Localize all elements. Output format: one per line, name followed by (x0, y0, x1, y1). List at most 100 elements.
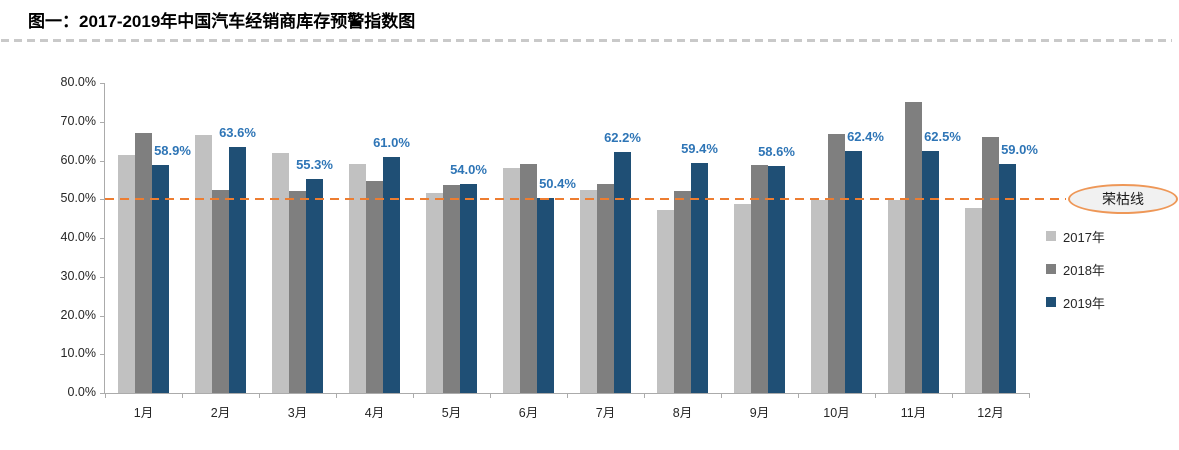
bar-2017年 (580, 189, 597, 393)
boom-bust-line-callout: 荣枯线 (1068, 184, 1178, 214)
legend-item-2018: 2018年 (1046, 262, 1105, 278)
x-axis-tick (413, 393, 414, 398)
bar-2019年: 54.0% (450, 162, 487, 393)
bar-2018年 (289, 191, 306, 393)
bar-group: 55.3% (259, 83, 336, 393)
legend-item-2019: 2019年 (1046, 295, 1105, 311)
bar-2017年 (965, 208, 982, 393)
y-axis-tick (100, 160, 105, 162)
bar-group: 61.0% (336, 83, 413, 393)
bar-2018年 (135, 132, 152, 393)
bar-2019年: 59.4% (681, 141, 718, 393)
x-axis-label: 3月 (287, 406, 308, 420)
y-axis-label: 10.0% (60, 346, 96, 361)
x-axis-label: 5月 (441, 406, 462, 420)
bar-group: 59.4% (644, 83, 721, 393)
x-axis-label: 11月 (900, 406, 927, 420)
bar-2018年 (520, 163, 537, 393)
reference-line (105, 198, 1066, 201)
bar-group: 50.4% (490, 83, 576, 393)
data-label: 50.4% (539, 175, 576, 191)
legend: 2017年 2018年 2019年 (1046, 229, 1105, 328)
legend-swatch-2018 (1046, 264, 1056, 274)
y-axis-label: 50.0% (60, 191, 96, 206)
data-label: 62.5% (924, 128, 961, 144)
legend-item-2017: 2017年 (1046, 229, 1105, 245)
bar-2018年 (212, 190, 229, 393)
x-axis-label: 4月 (364, 406, 385, 420)
bar-2018年 (443, 184, 460, 393)
bar-2019年: 62.5% (922, 129, 961, 393)
y-axis-label: 0.0% (67, 385, 97, 399)
y-axis-label: 30.0% (60, 268, 96, 283)
data-label: 55.3% (296, 156, 333, 172)
bar-group: 63.6% (182, 83, 259, 393)
y-axis-label: 60.0% (60, 152, 96, 167)
plot-area: 58.9% 1月 63.6% 2月 55.3% 3月 61.0% 4月 54.0% 5月 50.4%… (61, 75, 1066, 420)
x-axis-tick (875, 393, 876, 398)
bar-2017年 (811, 199, 828, 393)
bar-2018年 (674, 190, 691, 393)
bar-2017年 (734, 204, 751, 393)
y-axis-label: 40.0% (60, 230, 96, 244)
y-axis-tick (100, 199, 105, 201)
bar-2017年 (888, 200, 905, 393)
y-axis-tick (100, 354, 105, 356)
y-axis-label: 70.0% (60, 113, 96, 128)
bar-2018年 (366, 181, 383, 393)
y-axis-label: 80.0% (60, 75, 96, 89)
bar-2019年: 58.6% (758, 144, 795, 393)
bar-group: 54.0% (413, 83, 490, 393)
y-axis-tick (100, 83, 105, 84)
x-axis-tick (567, 393, 568, 398)
x-axis-tick (105, 393, 106, 398)
x-axis-label: 1月 (133, 406, 154, 420)
bar-2018年 (751, 164, 768, 393)
y-axis-label: 20.0% (60, 307, 96, 322)
bar-2019年: 62.2% (604, 130, 641, 393)
data-label: 58.6% (758, 143, 795, 159)
x-axis-label: 7月 (595, 406, 616, 420)
x-axis-tick (721, 393, 722, 398)
bar-group: 59.0% (952, 83, 1038, 393)
x-axis-tick (490, 393, 491, 398)
bar-group: 62.2% (567, 83, 644, 393)
bar-group: 62.4% (798, 83, 884, 393)
bar-2018年 (982, 136, 999, 393)
x-axis-tick (1029, 393, 1030, 398)
bar-2017年 (349, 164, 366, 393)
figure-title: 图一：2017-2019年中国汽车经销商库存预警指数图 (28, 12, 416, 31)
bar-2019年: 50.4% (537, 176, 576, 393)
y-axis-tick (100, 238, 105, 239)
bar-2018年 (597, 184, 614, 393)
legend-label-2017: 2017年 (1063, 229, 1105, 245)
x-axis-tick (798, 393, 799, 398)
bar-2017年 (426, 192, 443, 393)
x-axis-tick (259, 393, 260, 398)
boom-bust-line-label: 荣枯线 (1102, 191, 1144, 207)
bar-group: 58.6% (721, 83, 798, 393)
bar-2017年 (503, 167, 520, 393)
y-axis-tick (100, 393, 105, 394)
data-label: 63.6% (219, 124, 256, 140)
bar-2019年: 58.9% (152, 143, 191, 393)
bar-2017年 (657, 210, 674, 393)
bar-2017年 (118, 154, 135, 393)
title-separator (1, 39, 1172, 42)
y-axis-tick (100, 121, 105, 123)
data-label: 62.2% (604, 130, 641, 145)
bar-2019年: 59.0% (999, 142, 1038, 393)
x-axis-label: 12月 (977, 406, 1004, 420)
x-axis-label: 10月 (823, 406, 850, 420)
legend-swatch-2017 (1046, 231, 1056, 241)
x-axis-label: 8月 (672, 406, 693, 420)
y-axis-tick (100, 315, 105, 317)
bar-group: 58.9% (105, 83, 191, 393)
bar-group: 62.5% (875, 83, 961, 393)
x-axis-tick (644, 393, 645, 398)
bar-2019年: 55.3% (296, 157, 333, 393)
data-label: 58.9% (154, 142, 191, 158)
legend-label-2019: 2019年 (1063, 295, 1105, 311)
legend-label-2018: 2018年 (1063, 262, 1105, 278)
